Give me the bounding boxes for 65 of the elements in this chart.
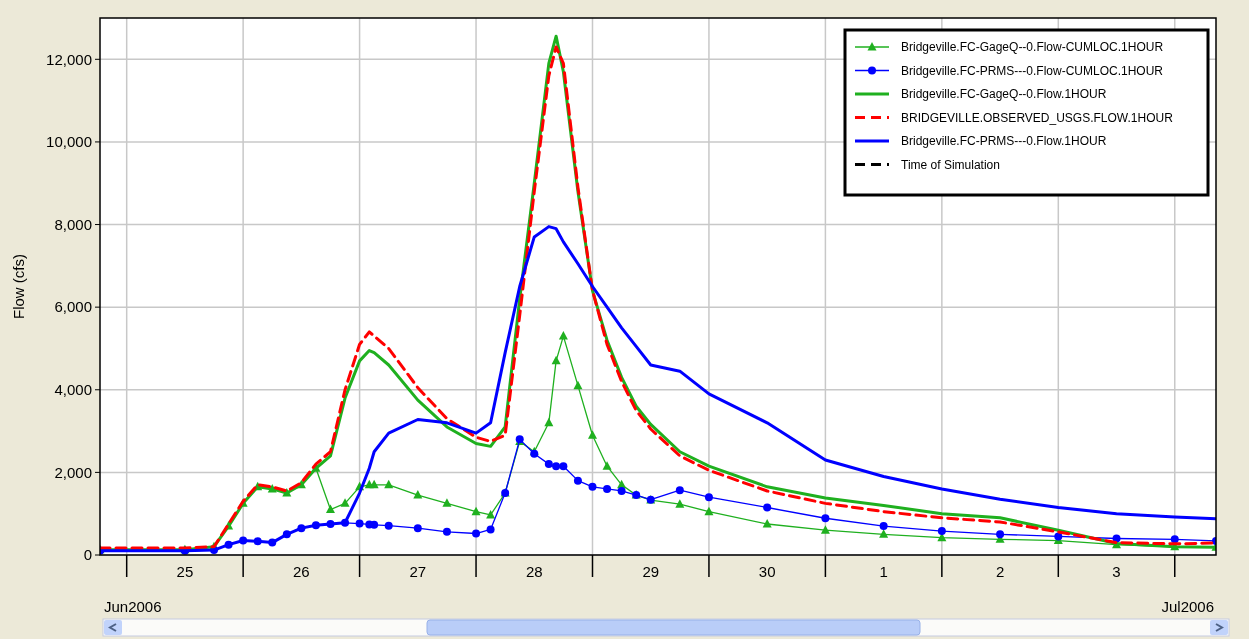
point	[355, 519, 364, 528]
point	[384, 521, 393, 530]
point	[325, 504, 335, 514]
point	[1054, 532, 1063, 541]
x-tick-label: 29	[642, 563, 660, 580]
point	[340, 498, 350, 507]
x-tick-label: 28	[525, 563, 543, 580]
point	[552, 462, 561, 471]
y-tick-label: 2,000	[54, 463, 92, 481]
point	[559, 462, 568, 471]
point	[879, 522, 888, 531]
x-tick-label: 26	[293, 563, 310, 580]
point	[413, 490, 423, 499]
point	[821, 514, 830, 523]
legend-label: BRIDGEVILLE.OBSERVED_USGS.FLOW.1HOUR	[901, 110, 1174, 125]
y-tick-label: 12,000	[46, 50, 92, 68]
legend-label: Time of Simulation	[901, 157, 1000, 172]
point	[486, 525, 495, 534]
point	[1170, 535, 1179, 544]
point	[544, 417, 554, 427]
point	[472, 529, 481, 538]
point	[675, 499, 685, 508]
y-tick-label: 0	[83, 546, 92, 564]
point	[573, 476, 582, 485]
point	[588, 430, 597, 439]
point	[369, 479, 379, 489]
x-tick-label: 1	[879, 563, 888, 580]
point	[762, 519, 772, 528]
point	[617, 486, 626, 495]
text: Jun2006	[104, 598, 162, 615]
y-tick-label: 10,000	[46, 133, 92, 151]
x-tick-label: 25	[176, 563, 194, 580]
point	[573, 380, 583, 390]
point	[675, 486, 684, 495]
point	[879, 529, 889, 538]
text: Jul2006	[1161, 598, 1214, 615]
y-tick-label: 6,000	[54, 298, 92, 316]
point	[763, 503, 772, 512]
y-tick-label: 4,000	[54, 381, 92, 399]
point	[588, 482, 597, 491]
point	[442, 527, 451, 536]
x-tick-label: 3	[1112, 563, 1121, 580]
point	[602, 461, 612, 470]
point	[413, 524, 422, 533]
point	[996, 530, 1005, 539]
y-axis-title: Flow (cfs)	[10, 254, 27, 319]
point	[442, 498, 452, 507]
x-tick-label: 2	[995, 563, 1005, 580]
legend-label: Bridgeville.FC-GageQ--0.Flow-CUMLOC.1HOUR	[901, 40, 1164, 55]
point	[471, 506, 481, 516]
x-tick-label: 27	[409, 563, 427, 580]
point	[937, 527, 946, 536]
point	[370, 520, 379, 529]
point	[544, 460, 553, 469]
legend-label: Bridgeville.FC-PRMS---0.Flow-CUMLOC.1HOUR	[901, 63, 1164, 78]
point	[704, 506, 714, 516]
legend-label: Bridgeville.FC-GageQ--0.Flow.1HOUR	[901, 87, 1107, 102]
y-tick-label: 8,000	[54, 215, 92, 233]
point	[603, 484, 612, 493]
legend-label: Bridgeville.FC-PRMS---0.Flow.1HOUR	[901, 134, 1107, 149]
x-tick-label: 30	[758, 563, 776, 580]
point	[558, 331, 568, 340]
point	[704, 493, 713, 502]
point	[820, 525, 830, 534]
point	[384, 479, 394, 489]
